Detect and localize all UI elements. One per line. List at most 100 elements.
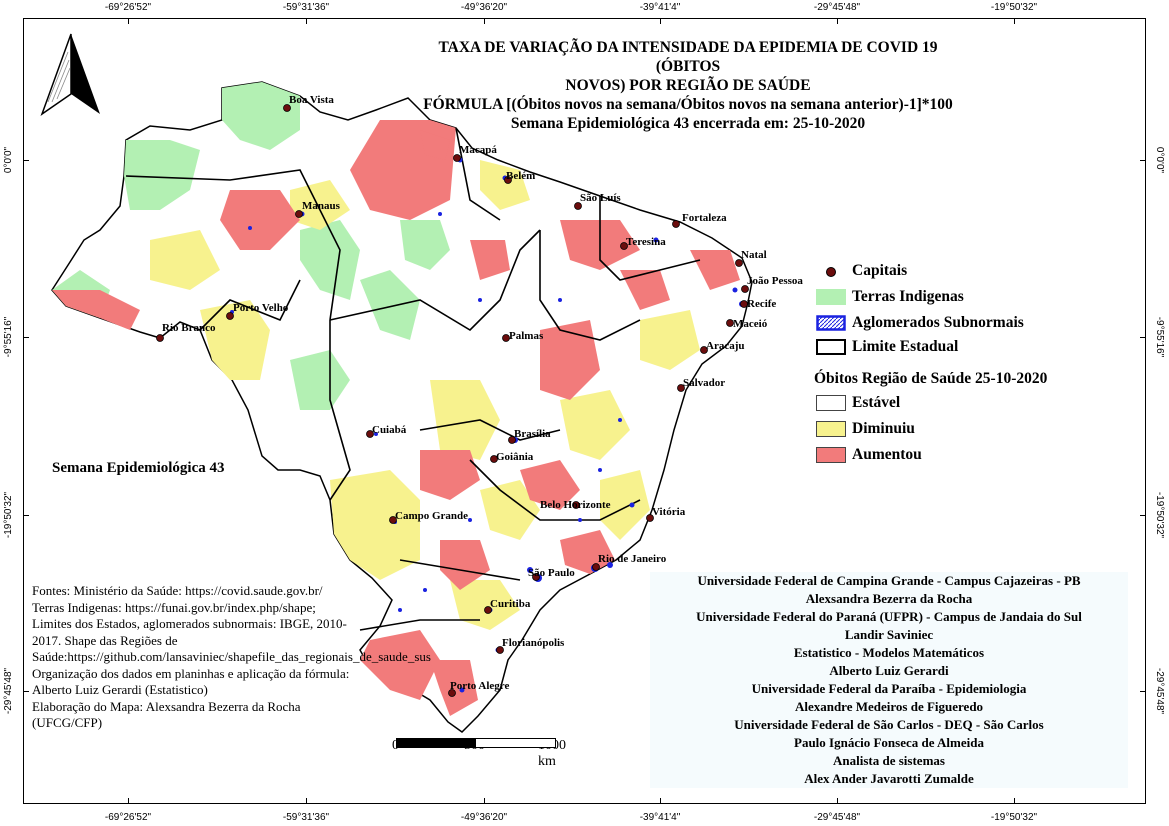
longitude-label-bottom: -59°31'36"	[282, 812, 330, 823]
capital-label: Cuiabá	[372, 424, 407, 436]
capital-label: Belo Horizonte	[540, 499, 611, 511]
scale-segment-white	[476, 739, 555, 747]
source-line: Elaboração do Mapa: Alexsandra Bezerra d…	[32, 698, 304, 731]
legend-label: Terras Indigenas	[852, 288, 964, 305]
capital-label: Manaus	[302, 200, 340, 212]
capital-label: Campo Grande	[395, 510, 469, 522]
capital-label: Macapá	[459, 144, 497, 156]
decrease-regions	[150, 160, 700, 630]
legend-title: Óbitos Região de Saúde 25-10-2020	[814, 370, 1048, 387]
capital-label: Recife	[747, 298, 777, 310]
capital-label: Teresina	[626, 236, 666, 248]
scale-bar-segments	[396, 738, 556, 748]
credit-line: Estatistico - Modelos Matemáticos	[793, 645, 985, 660]
longitude-label-top: -69°26'52"	[104, 2, 152, 13]
stable-swatch	[816, 395, 846, 411]
capital-label: Porto Alegre	[450, 680, 510, 692]
tick	[1140, 691, 1146, 692]
tick	[23, 160, 29, 161]
scale-segment-black	[397, 739, 476, 747]
tick	[1140, 337, 1146, 338]
longitude-label-bottom: -19°50'32"	[990, 812, 1038, 823]
map-frame	[23, 18, 1146, 804]
credit-line: Paulo Ignácio Fonseca de Almeida	[794, 735, 984, 750]
tick	[128, 18, 129, 24]
increase-swatch	[816, 447, 846, 463]
capital-label: Salvador	[683, 377, 726, 389]
credit-line: Alexsandra Bezerra da Rocha	[805, 591, 973, 606]
credit-line: Landir Saviniec	[844, 627, 934, 642]
capital-label: Aracaju	[706, 340, 745, 352]
tick	[484, 798, 485, 804]
capital-label: Fortaleza	[682, 212, 727, 224]
capital-label: Brasília	[514, 428, 551, 440]
tick	[660, 798, 661, 804]
credit-line: Universidade Federal do Paraná (UFPR) - …	[696, 609, 1082, 624]
longitude-label-bottom: -49°36'20"	[460, 812, 508, 823]
source-line: Terras Indigenas: https://funai.gov.br/i…	[32, 599, 431, 665]
capital-label: Rio Branco	[162, 322, 216, 334]
capital-label: Palmas	[509, 330, 544, 342]
capital-label: São Paulo	[528, 567, 575, 579]
subnormal-swatch	[816, 315, 846, 331]
tick	[1140, 160, 1146, 161]
sources-text: Fontes: Ministério da Saúde: https://cov…	[32, 583, 431, 732]
legend-label: Aglomerados Subnormais	[852, 314, 1024, 331]
capital-label: Porto Velho	[233, 302, 289, 314]
credit-line: Analista de sistemas	[833, 753, 945, 768]
legend-label: Diminuiu	[852, 420, 915, 437]
state-limits	[125, 127, 701, 631]
source-line: Fontes: Ministério da Saúde: https://cov…	[32, 583, 323, 598]
tick	[306, 18, 307, 24]
indigenous-swatch	[816, 289, 846, 305]
tick	[128, 798, 129, 804]
capital-markers	[156, 104, 749, 697]
legend-label: Capitais	[852, 262, 908, 279]
state-limit-swatch	[816, 339, 846, 355]
tick	[660, 18, 661, 24]
subnormal-clusters	[230, 157, 745, 693]
title-line: NOVOS) POR REGIÃO DE SAÚDE	[565, 77, 811, 94]
tick	[1140, 515, 1146, 516]
week-label: Semana Epidemiológica 43	[52, 460, 225, 476]
legend-label: Limite Estadual	[852, 338, 959, 355]
capital-label: Vitória	[652, 506, 686, 518]
legend-label: Aumentou	[852, 446, 922, 463]
capital-label: Florianópolis	[502, 637, 565, 649]
north-arrow-icon	[40, 33, 100, 116]
capital-label: Belém	[506, 170, 536, 182]
longitude-label-bottom: -29°45'48"	[813, 812, 861, 823]
credit-line: Universidade Federal de Campina Grande -…	[697, 573, 1081, 588]
longitude-label-top: -59°31'36"	[282, 2, 330, 13]
capital-label: Rio de Janeiro	[598, 553, 667, 565]
tick	[306, 798, 307, 804]
tick	[837, 798, 838, 804]
longitude-label-top: -49°36'20"	[460, 2, 508, 13]
tick	[837, 18, 838, 24]
legend-label: Estável	[852, 394, 901, 411]
formula-line: FÓRMULA [(Óbitos novos na semana/Óbitos …	[423, 96, 953, 113]
credit-line: Alex Ander Javarotti Zumalde	[804, 771, 974, 786]
credit-line: Universidade Federal de São Carlos - DEQ…	[734, 717, 1044, 732]
capital-label: Curitiba	[490, 598, 531, 610]
credit-line: Alberto Luiz Gerardi	[829, 663, 949, 678]
source-line: Organização dos dados em planinhas e apl…	[32, 665, 352, 698]
tick	[484, 18, 485, 24]
longitude-label-top: -39°41'4"	[639, 2, 681, 13]
capital-label: Boa Vista	[289, 94, 334, 106]
credit-line: Alexandre Medeiros de Figueredo	[794, 699, 984, 714]
longitude-label-bottom: -39°41'4"	[639, 812, 681, 823]
longitude-label-bottom: -69°26'52"	[104, 812, 152, 823]
tick	[23, 691, 29, 692]
tick	[23, 337, 29, 338]
credit-line: Universidade Federal da Paraíba - Epidem…	[751, 681, 1027, 696]
decrease-swatch	[816, 421, 846, 437]
tick	[23, 515, 29, 516]
capital-label: João Pessoa	[747, 275, 803, 287]
scale-label: 0	[392, 738, 399, 753]
week-line: Semana Epidemiológica 43 encerrada em: 2…	[510, 115, 866, 132]
legend-category-title: Óbitos Região de Saúde 25-10-2020	[814, 370, 1047, 390]
longitude-label-top: -19°50'32"	[990, 2, 1038, 13]
capital-marker-icon	[826, 267, 836, 277]
